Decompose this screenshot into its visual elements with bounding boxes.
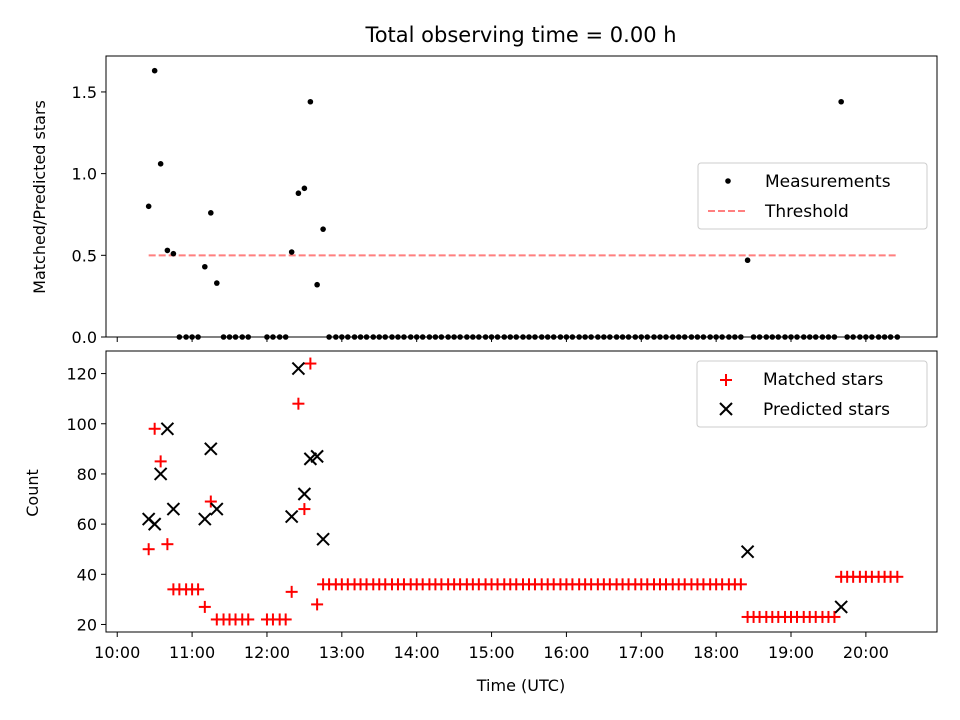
measurement-point	[307, 98, 314, 105]
measurement-point	[170, 250, 177, 257]
ratio-axes-frame	[105, 55, 938, 338]
predicted-star-point	[160, 422, 175, 436]
x-tick-label: 10:00	[94, 643, 140, 662]
count-y-tick-label: 20	[77, 615, 97, 634]
x-tick-label: 18:00	[693, 643, 739, 662]
x-tick-label: 11:00	[169, 643, 215, 662]
x-tick-label: 17:00	[618, 643, 664, 662]
predicted-star-point	[284, 509, 299, 524]
predicted-star-point	[316, 532, 330, 546]
x-tick-label: 12:00	[244, 643, 290, 662]
legend-measurements-marker	[725, 178, 731, 184]
matched-star-point	[154, 455, 167, 468]
count-legend-box	[696, 360, 928, 428]
predicted-star-point	[153, 467, 168, 481]
count-y-label: Count	[23, 469, 42, 517]
measurement-point	[320, 226, 326, 232]
matched-star-point	[161, 538, 174, 551]
chart-title: Total observing time = 0.00 h	[364, 23, 676, 47]
count-y-tick-label: 80	[77, 465, 97, 484]
predicted-star-point	[166, 502, 181, 516]
measurement-point	[288, 249, 295, 255]
legend-predicted-marker	[719, 402, 733, 416]
matched-star-point	[891, 570, 904, 583]
legend-matched-label: Matched stars	[763, 370, 883, 390]
ratio-legend-box	[697, 162, 928, 230]
matched-star-point	[311, 598, 324, 611]
matched-stars-series	[142, 357, 904, 626]
count-y-tick-label: 120	[66, 365, 97, 384]
matched-star-point	[285, 585, 298, 598]
predicted-stars-series	[141, 361, 848, 614]
x-axis-label: Time (UTC)	[476, 676, 565, 695]
count-axes-frame	[105, 350, 938, 633]
count-y-axis: 20 40 60 80 100 120	[66, 365, 106, 634]
count-y-tick-label: 100	[66, 415, 97, 434]
matched-star-point	[142, 543, 155, 556]
predicted-star-point	[147, 517, 162, 531]
predicted-star-point	[297, 487, 312, 501]
count-panel: 20 40 60 80 100 120 10:00 11:00 12:00 13:00 14:00…	[23, 350, 938, 695]
measurement-point	[151, 67, 158, 74]
measurement-point	[214, 280, 220, 286]
x-tick-label: 15:00	[468, 643, 514, 662]
count-y-tick-label: 60	[77, 515, 97, 534]
matched-star-point	[304, 357, 317, 370]
ratio-y-tick-label: 1.0	[72, 165, 97, 184]
predicted-star-point	[204, 442, 218, 456]
matched-star-point	[148, 422, 161, 435]
measurement-point	[164, 247, 171, 254]
matched-star-point	[279, 613, 292, 626]
legend-measurements-label: Measurements	[765, 172, 891, 192]
predicted-star-point	[834, 600, 848, 614]
x-tick-label: 20:00	[843, 643, 889, 662]
measurement-point	[314, 281, 320, 288]
x-tick-label: 16:00	[543, 643, 589, 662]
ratio-x-axis	[116, 337, 867, 342]
matched-star-point	[204, 495, 217, 508]
ratio-legend: Measurements Threshold	[697, 162, 928, 230]
measurement-point	[208, 210, 214, 216]
matched-star-point	[242, 613, 255, 626]
x-tick-label: 13:00	[319, 643, 365, 662]
measurement-point	[145, 203, 152, 210]
ratio-y-tick-label: 0.0	[72, 328, 97, 347]
measurement-point	[202, 263, 208, 270]
matched-star-point	[198, 600, 211, 613]
ratio-panel: 0.0 0.5 1.0 1.5 Matched/Predicted stars Mea…	[30, 55, 938, 347]
ratio-y-axis: 0.0 0.5 1.0 1.5	[72, 83, 106, 347]
count-y-tick-label: 40	[77, 565, 97, 584]
predicted-star-point	[210, 502, 224, 516]
ratio-y-tick-label: 0.5	[72, 246, 97, 265]
legend-matched-marker	[720, 374, 732, 386]
ratio-y-tick-label: 1.5	[72, 83, 97, 102]
matched-star-point	[734, 578, 747, 591]
predicted-star-point	[198, 512, 212, 526]
ratio-y-label: Matched/Predicted stars	[30, 100, 49, 294]
measurement-point	[838, 98, 844, 105]
measurement-point	[295, 190, 302, 197]
legend-threshold-label: Threshold	[764, 202, 849, 222]
matched-star-point	[298, 503, 311, 516]
matched-star-point	[192, 583, 205, 596]
matched-star-point	[292, 397, 305, 410]
x-tick-label: 14:00	[394, 643, 440, 662]
legend-predicted-label: Predicted stars	[763, 400, 890, 420]
measurement-point	[744, 257, 751, 264]
count-legend: Matched stars Predicted stars	[696, 360, 928, 428]
predicted-star-point	[291, 361, 306, 376]
count-x-axis: 10:00 11:00 12:00 13:00 14:00 15:00 16:00 17:00…	[94, 632, 889, 662]
predicted-star-point	[740, 545, 755, 559]
predicted-star-point	[310, 449, 324, 464]
measurement-point	[301, 185, 308, 192]
matched-star-point	[828, 610, 841, 623]
x-tick-label: 19:00	[768, 643, 814, 662]
measurement-point	[157, 161, 164, 167]
